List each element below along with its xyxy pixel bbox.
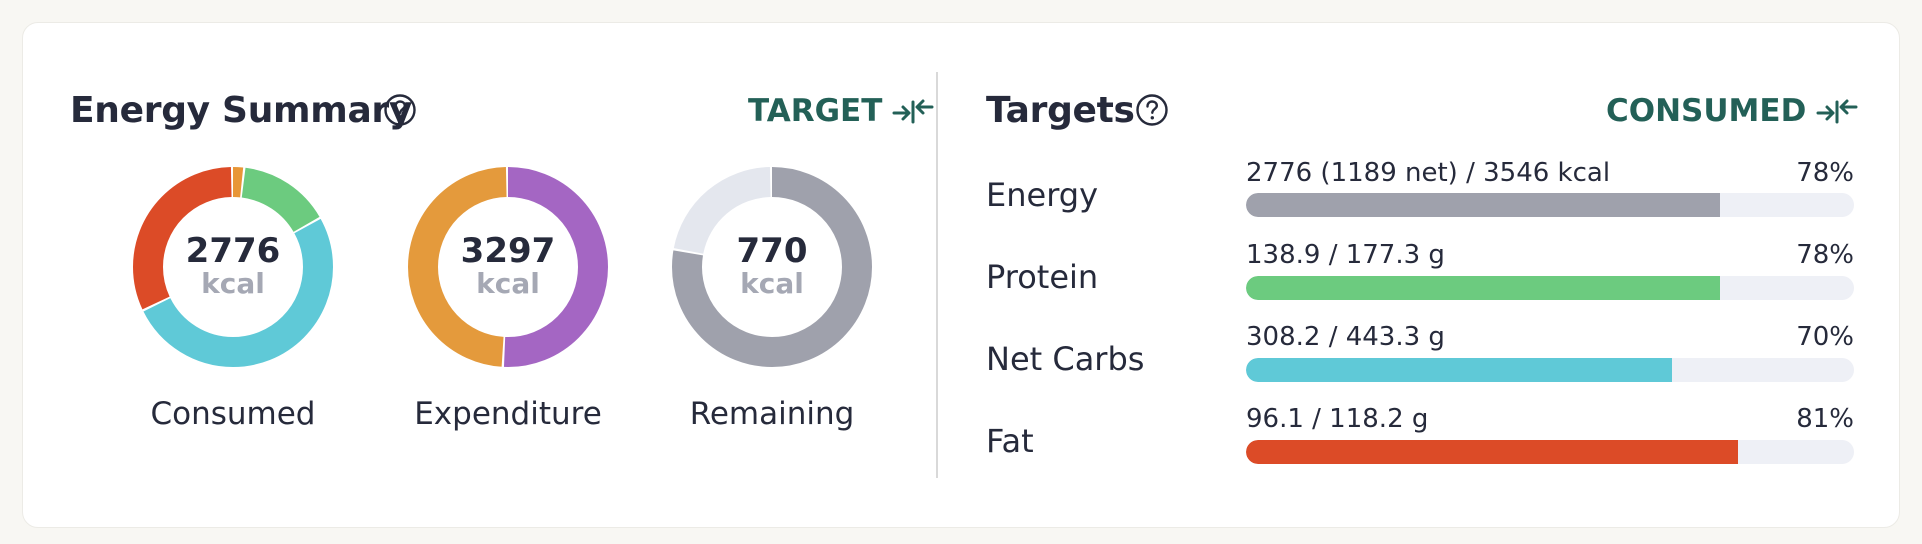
target-value-net-carbs: 308.2 / 443.3 g <box>1246 322 1445 352</box>
energy-summary-title: Energy Summary <box>70 90 413 131</box>
target-percent-protein: 78% <box>1796 240 1854 270</box>
consumed-toggle-label: CONSUMED <box>1606 93 1807 129</box>
targets-title: Targets <box>986 90 1135 131</box>
target-toggle-button[interactable]: TARGET <box>748 93 934 129</box>
expenditure-label: Expenditure <box>414 396 602 432</box>
progress-bar-energy <box>1246 193 1854 217</box>
target-name-protein: Protein <box>986 258 1099 296</box>
donut-segment-1 <box>408 167 608 367</box>
consumed-toggle-button[interactable]: CONSUMED <box>1606 93 1858 129</box>
target-percent-net-carbs: 70% <box>1796 322 1854 352</box>
panel-divider <box>936 72 938 478</box>
question-circle-icon[interactable] <box>383 93 417 127</box>
consumed-unit: kcal <box>201 267 265 300</box>
target-value-fat: 96.1 / 118.2 g <box>1246 404 1429 434</box>
progress-bar-fat <box>1246 440 1854 464</box>
remaining-unit: kcal <box>740 267 804 300</box>
consumed-label: Consumed <box>150 396 316 432</box>
donut-segment-0 <box>408 167 608 367</box>
arrows-inward-icon <box>1816 99 1858 124</box>
consumed-value: 2776 <box>185 231 281 271</box>
expenditure-unit: kcal <box>476 267 540 300</box>
target-name-energy: Energy <box>986 176 1099 214</box>
donut-segment-3 <box>133 167 333 367</box>
progress-fill-net-carbs <box>1246 358 1672 382</box>
question-circle-icon[interactable] <box>1135 93 1169 127</box>
expenditure-value: 3297 <box>460 231 556 271</box>
consumed-donut-chart <box>133 167 333 367</box>
progress-bar-protein <box>1246 276 1854 300</box>
target-value-energy: 2776 (1189 net) / 3546 kcal <box>1246 158 1611 188</box>
donut-segment-0 <box>672 167 872 367</box>
donut-segment-0 <box>133 167 333 367</box>
donut-segment-2 <box>133 167 333 367</box>
target-toggle-label: TARGET <box>748 93 883 129</box>
target-value-protein: 138.9 / 177.3 g <box>1246 240 1445 270</box>
target-name-net-carbs: Net Carbs <box>986 340 1145 378</box>
arrows-inward-icon <box>892 99 934 124</box>
target-percent-fat: 81% <box>1796 404 1854 434</box>
remaining-label: Remaining <box>689 396 855 432</box>
target-name-fat: Fat <box>986 422 1034 460</box>
remaining-donut-chart <box>672 167 872 367</box>
progress-bar-net-carbs <box>1246 358 1854 382</box>
progress-fill-protein <box>1246 276 1721 300</box>
progress-fill-energy <box>1246 193 1721 217</box>
progress-fill-fat <box>1246 440 1739 464</box>
expenditure-donut-chart <box>408 167 608 367</box>
remaining-value: 770 <box>736 231 808 271</box>
target-percent-energy: 78% <box>1796 158 1854 188</box>
